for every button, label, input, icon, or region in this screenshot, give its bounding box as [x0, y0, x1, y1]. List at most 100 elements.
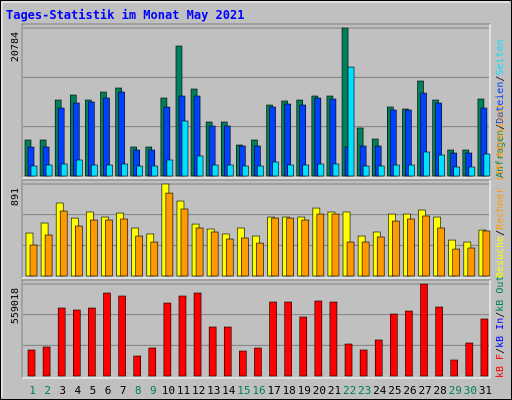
bar [135, 235, 143, 277]
bar [211, 164, 219, 177]
bar [91, 164, 98, 177]
bar [163, 302, 172, 377]
x-tick-label: 24 [373, 384, 387, 397]
bar [165, 192, 174, 277]
bar [450, 359, 459, 377]
bar [316, 213, 325, 277]
bar [483, 153, 491, 177]
bar [120, 218, 128, 277]
bar [105, 219, 113, 277]
x-tick-label: 3 [59, 384, 66, 397]
bar [392, 220, 400, 277]
x-tick-label: 17 [267, 384, 280, 397]
x-tick-label: 10 [162, 384, 175, 397]
bar [136, 165, 143, 177]
x-tick-label: 23 [358, 384, 371, 397]
bar [151, 165, 159, 177]
bar [359, 349, 368, 377]
x-tick-label: 20 [313, 384, 326, 397]
bar [467, 247, 476, 277]
bar [133, 355, 141, 377]
bar [376, 236, 385, 277]
bar [468, 166, 476, 177]
x-tick-label: 7 [120, 384, 127, 397]
bar [60, 163, 68, 177]
bar [332, 163, 340, 177]
bar [59, 210, 68, 277]
legend-entry: Anfragen [495, 130, 506, 178]
x-tick-label: 6 [105, 384, 112, 397]
bar [361, 241, 370, 277]
bar [106, 164, 113, 177]
bar [286, 217, 294, 277]
legend-entry: Seiten [495, 39, 506, 75]
bar [103, 97, 110, 177]
legend-separator: / [495, 312, 506, 318]
bar [45, 164, 53, 177]
bar [74, 225, 83, 277]
x-tick-label: 26 [403, 384, 416, 397]
legend-entry: kB F [495, 354, 506, 378]
bar [420, 283, 428, 377]
bar [254, 347, 262, 377]
x-tick-label: 12 [192, 384, 205, 397]
bar [284, 301, 292, 377]
bar [208, 326, 217, 377]
bar [435, 306, 443, 377]
bar [210, 231, 219, 277]
legend-entry: Besuche [495, 236, 506, 278]
bar [347, 66, 355, 177]
bar [196, 155, 204, 177]
legend-entry: Dateien [495, 82, 506, 124]
bar [272, 161, 279, 177]
bar [482, 230, 491, 277]
legend-separator: / [495, 124, 506, 130]
bar [269, 301, 277, 377]
x-tick-label: 15 [237, 384, 250, 397]
bar [57, 307, 66, 377]
bar [346, 241, 355, 277]
bar [29, 244, 38, 277]
bar [453, 166, 461, 177]
x-tick-label: 1 [29, 384, 36, 397]
bar [241, 237, 249, 277]
legend: Anfragen/Dateien/Seiten [495, 39, 506, 178]
bar [302, 164, 310, 177]
bar [480, 318, 489, 377]
x-tick-label: 13 [207, 384, 220, 397]
bar [103, 292, 111, 377]
bar [422, 215, 430, 277]
bar [423, 151, 430, 177]
bar [437, 227, 445, 277]
legend: kB F/kB In/kB Out [495, 276, 506, 378]
bar [242, 165, 249, 177]
bar [30, 165, 38, 177]
x-tick-label: 18 [283, 384, 296, 397]
bar [148, 347, 157, 377]
bar [72, 309, 81, 377]
bar [314, 300, 323, 377]
bar [257, 165, 264, 177]
bar [223, 326, 232, 377]
x-tick-label: 31 [479, 384, 492, 397]
bar [301, 219, 310, 277]
bar [239, 350, 247, 377]
bar [344, 343, 353, 377]
bar [393, 164, 400, 177]
x-tick-label: 27 [418, 384, 431, 397]
bar [226, 164, 234, 177]
bar [166, 159, 174, 177]
x-tick-label: 14 [222, 384, 236, 397]
legend-entry: Rechner (IP-Adressen) [495, 103, 506, 229]
bar [121, 163, 128, 177]
x-tick-label: 29 [449, 384, 462, 397]
bar [256, 242, 264, 277]
y-tick-label: 891 [10, 188, 21, 206]
x-tick-label: 9 [150, 384, 157, 397]
bar [452, 248, 461, 277]
x-tick-label: 22 [343, 384, 356, 397]
legend-separator: / [495, 76, 506, 82]
legend-separator: / [495, 348, 506, 354]
bar [405, 310, 413, 377]
